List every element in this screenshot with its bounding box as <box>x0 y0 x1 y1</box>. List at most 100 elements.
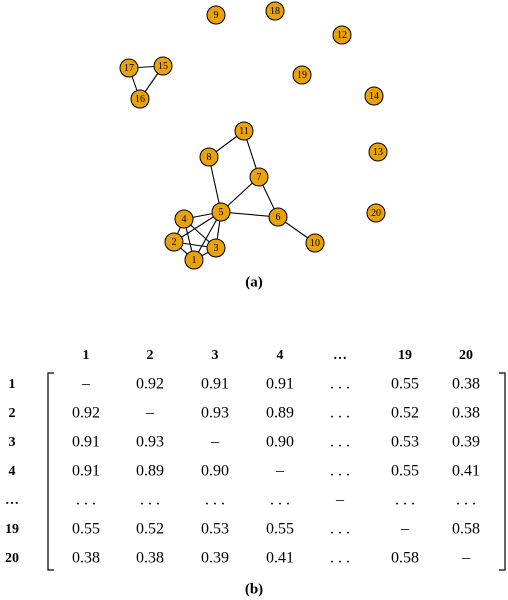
right-bracket <box>499 372 506 571</box>
node-label: 2 <box>172 237 177 248</box>
node-label: 13 <box>373 147 383 158</box>
caption-b: (b) <box>245 581 263 597</box>
node-label: 8 <box>207 152 212 163</box>
cell: . . . <box>330 434 350 451</box>
node-label: 7 <box>257 172 262 183</box>
column-header: 19 <box>398 348 412 363</box>
node <box>184 250 204 270</box>
cell: 0.91 <box>72 463 100 480</box>
cell: 0.90 <box>201 463 229 480</box>
cell: – <box>145 405 155 422</box>
cell: – <box>400 521 410 538</box>
node-label: 20 <box>371 208 381 219</box>
cell: 0.55 <box>391 376 419 393</box>
node <box>130 89 150 109</box>
cell: 0.52 <box>136 521 164 538</box>
cell: 0.55 <box>72 521 100 538</box>
node <box>268 207 288 227</box>
node <box>119 58 139 78</box>
column-header: 2 <box>147 348 154 363</box>
row-header: 20 <box>5 551 19 566</box>
cell: . . . <box>330 550 350 567</box>
column-header: 20 <box>459 348 473 363</box>
row-header: 2 <box>9 406 16 421</box>
cell: . . . <box>330 376 350 393</box>
cell: 0.39 <box>452 434 480 451</box>
node-label: 15 <box>158 61 168 72</box>
cell: 0.38 <box>452 405 480 422</box>
node-label: 18 <box>270 6 280 17</box>
node <box>199 147 219 167</box>
column-header: 4 <box>277 348 284 363</box>
cell: 0.91 <box>266 376 294 393</box>
cell: . . . <box>330 405 350 422</box>
node <box>305 233 325 253</box>
edges <box>128 65 316 261</box>
node-label: 5 <box>219 207 224 218</box>
column-header: 1 <box>83 348 90 363</box>
node <box>211 202 231 222</box>
cell: . . . <box>270 492 290 509</box>
node <box>206 5 226 25</box>
node-label: 9 <box>214 10 219 21</box>
node <box>368 142 388 162</box>
cell: 0.52 <box>391 405 419 422</box>
cell: 0.39 <box>201 550 229 567</box>
cell: . . . <box>205 492 225 509</box>
cell: 0.41 <box>266 550 294 567</box>
cell: . . . <box>140 492 160 509</box>
cell: 0.58 <box>391 550 419 567</box>
node <box>153 56 173 76</box>
cell: 0.91 <box>72 434 100 451</box>
node <box>234 121 254 141</box>
node-label: 3 <box>214 243 219 254</box>
cell: . . . <box>76 492 96 509</box>
cell: 0.38 <box>72 550 100 567</box>
cell: . . . <box>330 463 350 480</box>
node-label: 1 <box>192 255 197 266</box>
cell: 0.38 <box>452 376 480 393</box>
cell: . . . <box>395 492 415 509</box>
cell: 0.91 <box>201 376 229 393</box>
node-label: 16 <box>135 94 145 105</box>
node-label: 11 <box>239 126 249 137</box>
column-header: 3 <box>212 348 219 363</box>
cell: 0.41 <box>452 463 480 480</box>
cell: 0.93 <box>201 405 229 422</box>
node-label: 19 <box>297 70 307 81</box>
cell: – <box>335 492 345 509</box>
cell: 0.53 <box>201 521 229 538</box>
row-header: 4 <box>9 464 16 479</box>
left-bracket <box>47 372 54 571</box>
node-label: 10 <box>310 238 320 249</box>
node-label: 14 <box>369 91 379 102</box>
node <box>174 209 194 229</box>
node <box>206 238 226 258</box>
column-header: … <box>333 348 347 363</box>
row-header: 19 <box>5 522 19 537</box>
cell: 0.89 <box>136 463 164 480</box>
node <box>366 203 386 223</box>
node-label: 6 <box>276 212 281 223</box>
node <box>265 1 285 21</box>
row-header: 3 <box>9 435 16 450</box>
node <box>332 25 352 45</box>
cell: 0.92 <box>72 405 100 422</box>
cell: – <box>275 463 285 480</box>
edge <box>220 211 279 218</box>
cell: 0.58 <box>452 521 480 538</box>
cell: – <box>210 434 220 451</box>
cell: 0.89 <box>266 405 294 422</box>
cell: – <box>81 376 91 393</box>
cell: 0.90 <box>266 434 294 451</box>
cell: 0.55 <box>266 521 294 538</box>
cell: 0.55 <box>391 463 419 480</box>
node <box>292 65 312 85</box>
node-label: 4 <box>182 214 187 225</box>
cell: – <box>461 550 471 567</box>
cell: . . . <box>330 521 350 538</box>
node <box>249 167 269 187</box>
cell: 0.92 <box>136 376 164 393</box>
